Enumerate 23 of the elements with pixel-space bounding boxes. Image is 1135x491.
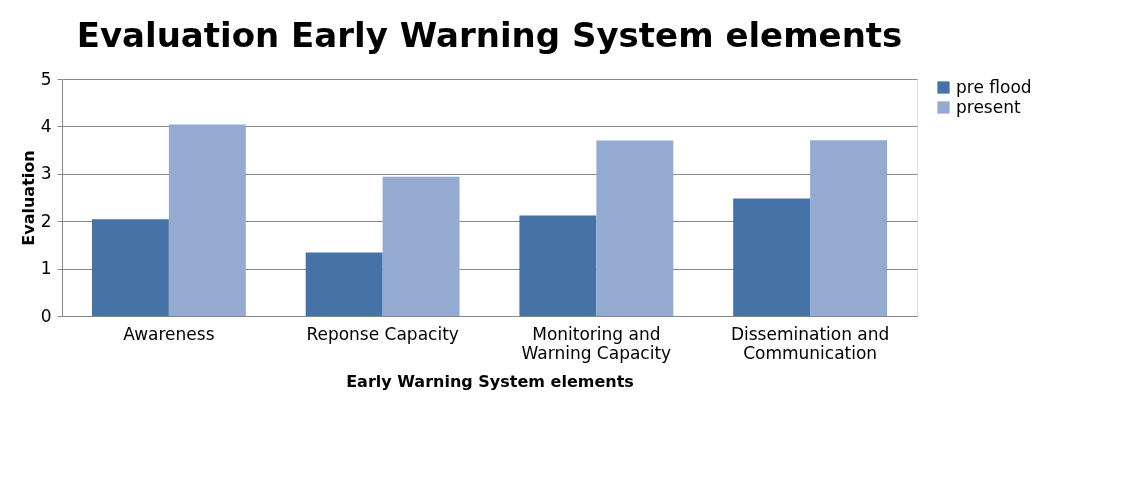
y-tick-label: 5 — [40, 68, 52, 89]
y-tick-label: 0 — [40, 305, 52, 326]
legend-label: pre flood — [956, 76, 1032, 97]
x-tick-label: Monitoring and Warning Capacity — [521, 323, 672, 363]
bar — [596, 140, 674, 316]
chart-title: Evaluation Early Warning System elements — [76, 15, 903, 55]
legend-label: present — [956, 96, 1021, 117]
bar — [733, 198, 811, 316]
y-tick-label: 3 — [40, 163, 52, 184]
bar — [305, 252, 383, 316]
y-tick-label: 1 — [40, 258, 52, 279]
bar — [168, 124, 246, 316]
x-tick-label: Reponse Capacity — [306, 323, 459, 344]
x-tick-label: Dissemination and Communication — [730, 323, 890, 363]
bar — [810, 140, 888, 316]
bar — [382, 176, 460, 316]
y-tick-label: 2 — [40, 210, 52, 231]
y-tick-label: 4 — [40, 115, 52, 136]
x-tick-label: Awareness — [123, 323, 215, 344]
bar — [91, 219, 169, 316]
bar — [519, 215, 597, 316]
x-axis-title: Early Warning System elements — [346, 371, 634, 391]
y-axis-title: Evaluation — [18, 150, 38, 246]
